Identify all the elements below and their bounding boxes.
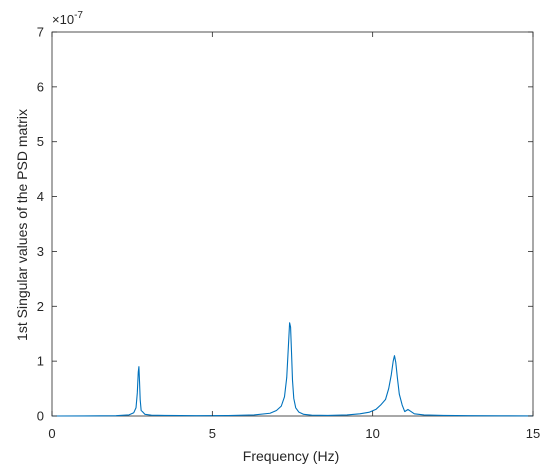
y-axis-label: 1st Singular values of the PSD matrix <box>14 109 30 341</box>
y-exponent-label: ×10-7 <box>52 10 83 27</box>
y-tick-label: 1 <box>37 354 44 369</box>
series-line <box>51 322 534 417</box>
curve-layer <box>51 322 534 417</box>
x-axis-label: Frequency (Hz) <box>243 448 339 464</box>
y-exponent-power: -7 <box>74 10 83 21</box>
y-tick-label: 2 <box>37 299 44 314</box>
y-tick-label: 3 <box>37 244 44 259</box>
y-tick-label: 6 <box>37 79 44 94</box>
x-tick-label: 15 <box>526 426 540 441</box>
y-exponent-base: ×10 <box>52 12 74 27</box>
y-tick-label: 4 <box>37 189 44 204</box>
tick-layer: 0 5 10 15 0 1 2 3 4 5 6 7 <box>37 25 540 442</box>
x-tick-label: 10 <box>365 426 379 441</box>
y-tick-label: 0 <box>37 409 44 424</box>
plot-frame <box>51 31 534 417</box>
x-tick-label: 0 <box>48 426 55 441</box>
y-tick-label: 7 <box>37 25 44 40</box>
y-tick-label: 5 <box>37 134 44 149</box>
x-tick-label: 5 <box>209 426 216 441</box>
plot-area <box>51 31 534 417</box>
